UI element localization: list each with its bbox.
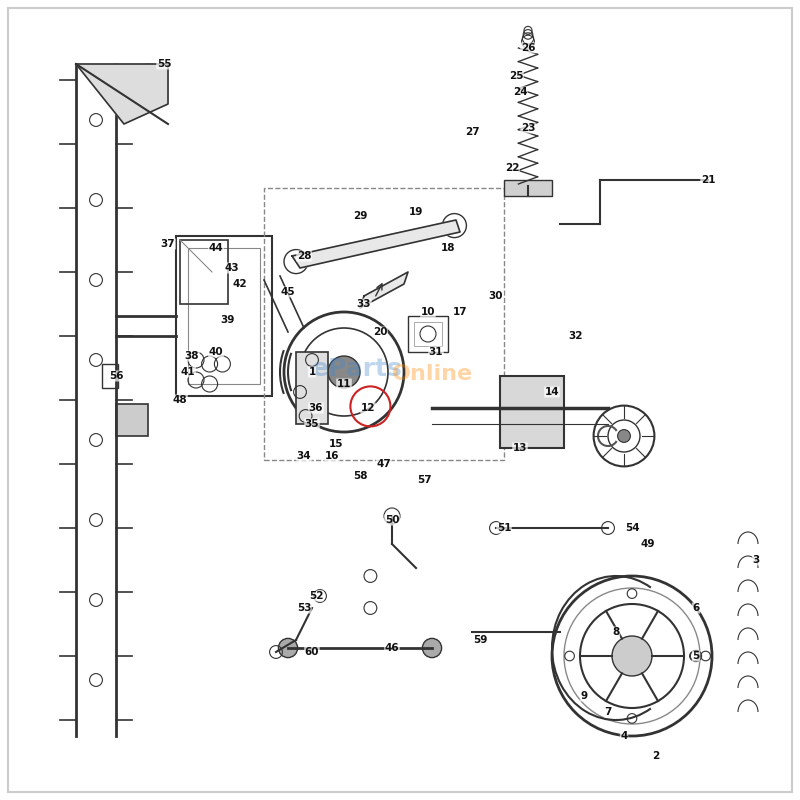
Text: 15: 15 <box>329 439 343 449</box>
Text: 9: 9 <box>581 691 587 701</box>
Bar <box>176 236 272 396</box>
Text: 21: 21 <box>701 175 715 185</box>
Text: 50: 50 <box>385 515 399 525</box>
Circle shape <box>284 250 308 274</box>
Bar <box>264 188 504 460</box>
Text: 37: 37 <box>161 239 175 249</box>
Text: 5: 5 <box>692 651 700 661</box>
Text: 30: 30 <box>489 291 503 301</box>
Text: 58: 58 <box>353 471 367 481</box>
Text: 53: 53 <box>297 603 311 613</box>
Text: 55: 55 <box>157 59 171 69</box>
Circle shape <box>278 638 298 658</box>
Text: 44: 44 <box>209 243 223 253</box>
Text: 46: 46 <box>385 643 399 653</box>
Bar <box>296 352 328 424</box>
Text: 45: 45 <box>281 287 295 297</box>
Text: 34: 34 <box>297 451 311 461</box>
Text: 38: 38 <box>185 351 199 361</box>
Text: 59: 59 <box>473 635 487 645</box>
Bar <box>102 364 118 388</box>
Bar <box>116 404 148 436</box>
Text: 54: 54 <box>625 523 639 533</box>
Circle shape <box>618 430 630 442</box>
Polygon shape <box>76 64 168 124</box>
Text: 41: 41 <box>181 367 195 377</box>
Text: 22: 22 <box>505 163 519 173</box>
Text: 42: 42 <box>233 279 247 289</box>
Text: 32: 32 <box>569 331 583 341</box>
Text: 25: 25 <box>509 71 523 81</box>
Text: 1: 1 <box>308 367 316 377</box>
Circle shape <box>140 64 156 80</box>
Text: 51: 51 <box>497 523 511 533</box>
Text: 23: 23 <box>521 123 535 133</box>
Text: 13: 13 <box>513 443 527 453</box>
Circle shape <box>612 636 652 676</box>
Polygon shape <box>360 272 408 308</box>
Text: 39: 39 <box>221 315 235 325</box>
Circle shape <box>328 356 360 388</box>
Bar <box>500 376 564 448</box>
Text: 24: 24 <box>513 87 527 97</box>
Bar <box>188 248 260 384</box>
Text: eParts: eParts <box>312 357 402 381</box>
Text: Online: Online <box>392 364 473 384</box>
Text: 36: 36 <box>309 403 323 413</box>
Text: 33: 33 <box>357 299 371 309</box>
Text: 7: 7 <box>604 707 612 717</box>
Circle shape <box>422 638 442 658</box>
Bar <box>180 240 228 304</box>
Text: 16: 16 <box>325 451 339 461</box>
Text: 56: 56 <box>109 371 123 381</box>
Text: 14: 14 <box>545 387 559 397</box>
Text: 49: 49 <box>641 539 655 549</box>
Text: 26: 26 <box>521 43 535 53</box>
Text: 6: 6 <box>692 603 700 613</box>
Text: 17: 17 <box>453 307 467 317</box>
Text: 3: 3 <box>752 555 760 565</box>
Text: 47: 47 <box>377 459 391 469</box>
Text: 12: 12 <box>361 403 375 413</box>
Polygon shape <box>292 220 460 268</box>
Text: 11: 11 <box>337 379 351 389</box>
Text: 27: 27 <box>465 127 479 137</box>
Text: 35: 35 <box>305 419 319 429</box>
Bar <box>504 180 552 196</box>
Circle shape <box>442 214 466 238</box>
Text: 48: 48 <box>173 395 187 405</box>
Text: 10: 10 <box>421 307 435 317</box>
Text: 52: 52 <box>309 591 323 601</box>
Text: 20: 20 <box>373 327 387 337</box>
Text: 18: 18 <box>441 243 455 253</box>
Text: 28: 28 <box>297 251 311 261</box>
Text: 8: 8 <box>612 627 620 637</box>
Text: 31: 31 <box>429 347 443 357</box>
Text: 40: 40 <box>209 347 223 357</box>
Text: 43: 43 <box>225 263 239 273</box>
Bar <box>408 316 448 352</box>
Text: 29: 29 <box>353 211 367 221</box>
Text: 57: 57 <box>417 475 431 485</box>
Text: 4: 4 <box>620 731 628 741</box>
Bar <box>414 322 442 346</box>
Text: 2: 2 <box>652 751 660 761</box>
Text: 60: 60 <box>305 647 319 657</box>
Text: 19: 19 <box>409 207 423 217</box>
